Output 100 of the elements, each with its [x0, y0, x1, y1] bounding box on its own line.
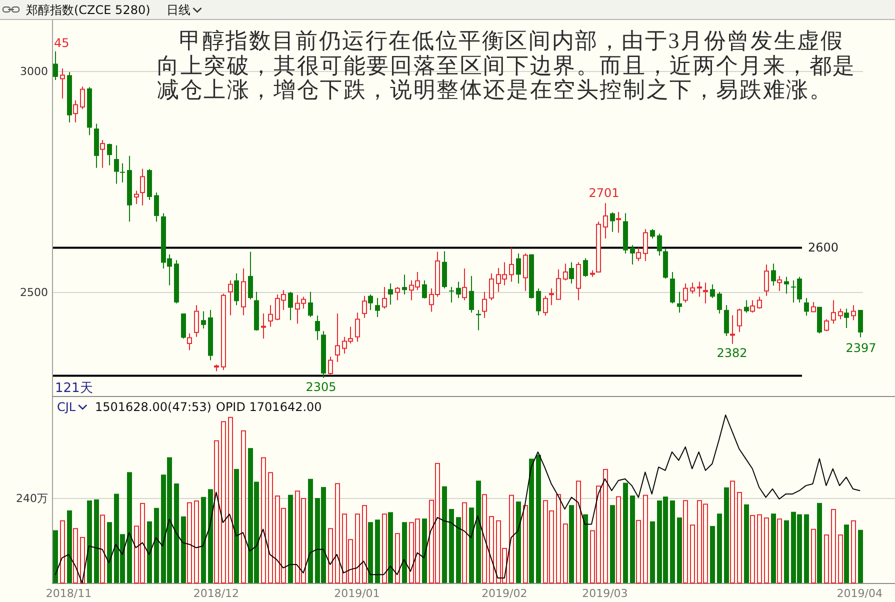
bar	[80, 536, 85, 584]
candlestick	[456, 281, 461, 299]
candlestick	[610, 212, 615, 232]
bar	[811, 528, 816, 584]
x-tick-label: 2018/12	[193, 587, 240, 600]
candlestick	[831, 300, 836, 324]
bar	[603, 468, 608, 584]
candlestick	[100, 140, 105, 168]
bar	[208, 489, 213, 583]
bar	[730, 480, 735, 584]
bar	[569, 505, 574, 583]
bar	[804, 514, 809, 583]
bar	[335, 483, 340, 584]
bar	[261, 457, 266, 584]
candlestick	[670, 271, 675, 304]
candlestick	[315, 315, 320, 340]
bar	[750, 515, 755, 584]
bar	[683, 500, 688, 584]
bar	[94, 499, 99, 583]
bar	[469, 508, 474, 583]
candlestick	[73, 100, 78, 123]
candlestick	[288, 291, 293, 321]
bar	[717, 514, 722, 583]
candlestick	[395, 286, 400, 301]
bar	[838, 534, 843, 584]
annotation: 1501628.00(47:53)	[95, 400, 212, 414]
x-tick-label: 2019/03	[582, 587, 628, 600]
bar	[308, 478, 313, 583]
candlestick	[744, 300, 749, 314]
bar	[643, 494, 648, 584]
candlestick	[140, 168, 145, 206]
candlestick	[362, 295, 367, 318]
bar	[623, 482, 628, 583]
candlestick	[120, 162, 125, 183]
ref-line-label: 2600	[808, 240, 839, 255]
candlestick	[308, 291, 313, 318]
candlestick	[703, 282, 708, 304]
x-tick-label: 2019/02	[482, 587, 528, 600]
chart-title: CJL	[57, 400, 76, 414]
bar	[777, 518, 782, 584]
candlestick	[710, 284, 715, 299]
candlestick	[630, 244, 635, 265]
bar	[650, 521, 655, 583]
bar	[147, 521, 152, 583]
candlestick	[603, 202, 608, 239]
candlestick	[375, 298, 380, 318]
bar	[824, 534, 829, 584]
y-tick-label: 2500	[20, 286, 48, 299]
bar	[395, 533, 400, 584]
bar	[536, 454, 541, 583]
bar	[388, 512, 393, 583]
candlestick	[750, 300, 755, 314]
candlestick	[449, 286, 454, 303]
bar	[737, 492, 742, 584]
y-tick-label: 240万	[16, 492, 48, 505]
candlestick	[757, 296, 762, 310]
candlestick	[657, 233, 662, 256]
bar	[375, 520, 380, 583]
annotation: OPID 1701642.00	[216, 400, 322, 414]
bar	[556, 494, 561, 584]
bar	[73, 528, 78, 584]
candlestick	[469, 275, 474, 314]
candlestick	[576, 262, 581, 301]
candlestick	[382, 286, 387, 310]
bar	[784, 520, 789, 583]
bar	[221, 421, 226, 584]
candlestick	[201, 310, 206, 329]
bar	[127, 472, 132, 583]
bar	[489, 516, 494, 584]
bar	[523, 505, 528, 584]
bar	[87, 500, 92, 583]
candlestick	[328, 356, 333, 376]
bar	[288, 494, 293, 583]
bar	[509, 494, 514, 584]
bar	[831, 508, 836, 584]
candlestick	[268, 304, 273, 328]
bar	[610, 505, 615, 583]
bar	[174, 483, 179, 583]
candlestick	[134, 190, 139, 205]
candlestick	[844, 308, 849, 329]
candlestick	[643, 228, 648, 262]
bar	[442, 486, 447, 583]
candlestick	[114, 144, 119, 184]
bar	[382, 514, 387, 584]
bar	[67, 510, 72, 583]
x-tick-label: 2018/11	[46, 587, 92, 600]
candlestick	[690, 282, 695, 294]
chart-subtitle: 日线	[166, 3, 190, 17]
annotation: 121天	[55, 381, 93, 396]
bar	[616, 496, 621, 584]
candlestick	[683, 282, 688, 303]
bar	[53, 530, 58, 583]
bar	[154, 508, 159, 583]
candlestick	[523, 252, 528, 292]
bar	[677, 517, 682, 583]
bar	[181, 516, 186, 583]
bar	[268, 472, 273, 584]
candlestick	[569, 262, 574, 284]
bar	[636, 520, 641, 584]
candlestick	[53, 50, 58, 81]
